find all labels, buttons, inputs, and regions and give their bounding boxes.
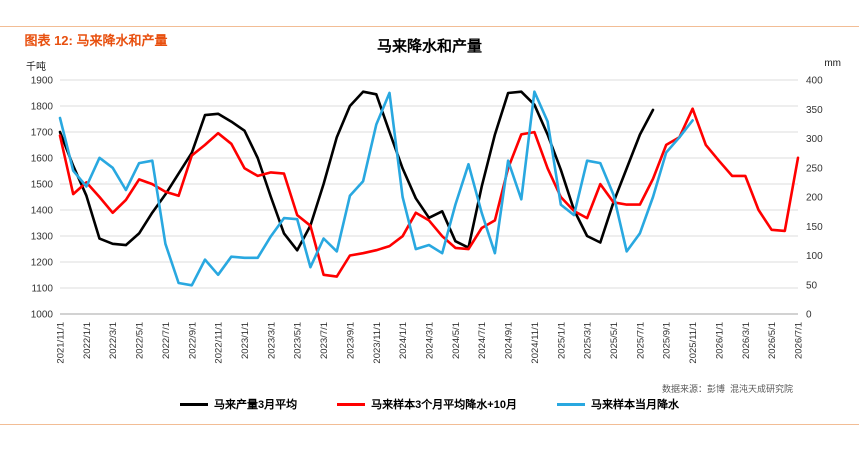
y-axis-right-tick-label: 200 xyxy=(806,193,823,204)
right-axis-unit: mm xyxy=(824,58,841,69)
y-axis-left-tick-label: 1800 xyxy=(31,102,54,113)
series-line-1 xyxy=(58,107,800,278)
x-axis-tick-label: 2023/7/1 xyxy=(319,322,330,359)
y-axis-right-tick-label: 0 xyxy=(806,310,812,321)
y-axis-right-tick-label: 100 xyxy=(806,251,823,262)
x-axis-tick-label: 2022/7/1 xyxy=(161,322,172,359)
legend-item-rainfall-monthly: 马来样本当月降水 xyxy=(556,396,679,412)
x-axis-tick-label: 2022/1/1 xyxy=(82,322,93,359)
x-axis-tick-label: 2025/7/1 xyxy=(635,322,646,359)
x-axis-tick-label: 2022/11/1 xyxy=(214,322,225,364)
x-axis-tick-label: 2022/3/1 xyxy=(108,322,119,359)
x-axis-tick-label: 2025/11/1 xyxy=(688,322,699,364)
x-axis-tick-label: 2026/5/1 xyxy=(767,322,778,359)
x-axis-tick-label: 2024/3/1 xyxy=(425,322,436,359)
chart-area: 马来降水和产量 千吨 mm 1000 1100 1200 1300 1400 1500 16… xyxy=(8,30,851,422)
x-axis-tick-label: 2022/5/1 xyxy=(135,322,146,359)
series-line-2 xyxy=(58,90,694,287)
x-axis-tick-label: 2024/1/1 xyxy=(398,322,409,359)
legend-swatch-rainfall-monthly-line xyxy=(556,402,585,406)
chart-legend: 马来产量3月平均 马来样本3个月平均降水+10月 马来样本当月降水 xyxy=(8,396,851,412)
y-axis-right-tick-label: 50 xyxy=(806,280,818,291)
y-axis-right-tick-label: 250 xyxy=(806,163,823,174)
x-axis-tick-label: 2026/1/1 xyxy=(714,322,725,359)
figure-title: 图表 12: 马来降水和产量 xyxy=(24,33,168,48)
x-axis-tick-label: 2026/7/1 xyxy=(794,322,805,359)
y-axis-left-tick-label: 1600 xyxy=(31,154,54,165)
x-axis-tick-label: 2024/11/1 xyxy=(530,322,541,364)
y-axis-right-tick-label: 400 xyxy=(806,76,823,87)
x-axis-tick-label: 2023/1/1 xyxy=(240,322,251,359)
y-axis-left-tick-label: 1300 xyxy=(31,232,54,243)
x-axis-tick-label: 2024/9/1 xyxy=(504,322,515,359)
legend-item-rainfall-3m-avg: 马来样本3个月平均降水+10月 xyxy=(337,396,517,412)
legend-swatch-rainfall-3m-avg-line xyxy=(337,402,366,406)
x-axis-tick-label: 2024/7/1 xyxy=(477,322,488,359)
legend-label-rainfall-3m-avg: 马来样本3个月平均降水+10月 xyxy=(371,399,517,411)
legend-label-rainfall-monthly: 马来样本当月降水 xyxy=(590,399,679,411)
y-axis-right-tick-label: 350 xyxy=(806,105,823,116)
x-axis-tick-label: 2024/5/1 xyxy=(451,322,462,359)
legend-item-production: 马来产量3月平均 xyxy=(180,396,297,412)
x-axis-tick-label: 2023/3/1 xyxy=(266,322,277,359)
chart-source-note: 数据来源：彭博 混沌天成研究院 xyxy=(661,384,793,394)
x-axis-tick-label: 2026/3/1 xyxy=(741,322,752,359)
x-axis-tick-label: 2025/5/1 xyxy=(609,322,620,359)
y-axis-left-tick-label: 1400 xyxy=(31,206,54,217)
x-axis-tick-label: 2023/9/1 xyxy=(345,322,356,359)
figure-header: 图表 12: 马来降水和产量 xyxy=(0,0,859,48)
x-axis-tick-label: 2025/9/1 xyxy=(662,322,673,359)
y-axis-left-tick-label: 1100 xyxy=(31,284,53,295)
legend-label-production: 马来产量3月平均 xyxy=(214,399,298,411)
y-axis-left-tick-label: 1000 xyxy=(31,310,54,321)
y-axis-left-tick-label: 1900 xyxy=(31,76,54,87)
y-axis-left-tick-label: 1500 xyxy=(31,180,54,191)
page-footer: 数据来源：彭博 混沌天成研究院 xyxy=(0,424,859,450)
x-axis-tick-label: 2021/11/1 xyxy=(56,322,67,364)
x-axis-tick-label: 2022/9/1 xyxy=(187,322,198,359)
legend-swatch-production-line xyxy=(180,402,209,406)
plot-svg: 1000110012001300140015001600170018001900… xyxy=(31,76,823,364)
x-axis-tick-label: 2025/1/1 xyxy=(556,322,567,359)
y-axis-right-tick-label: 150 xyxy=(806,222,823,233)
chart-title: 马来降水和产量 xyxy=(376,38,482,55)
x-axis-tick-label: 2023/5/1 xyxy=(293,322,304,359)
x-axis-tick-label: 2025/3/1 xyxy=(583,322,594,359)
y-axis-right-tick-label: 300 xyxy=(806,134,823,145)
y-axis-left-tick-label: 1200 xyxy=(31,258,54,269)
left-axis-unit: 千吨 xyxy=(26,62,46,73)
y-axis-left-tick-label: 1700 xyxy=(31,128,54,139)
x-axis-tick-label: 2023/11/1 xyxy=(372,322,383,364)
series-line-0 xyxy=(58,90,655,252)
